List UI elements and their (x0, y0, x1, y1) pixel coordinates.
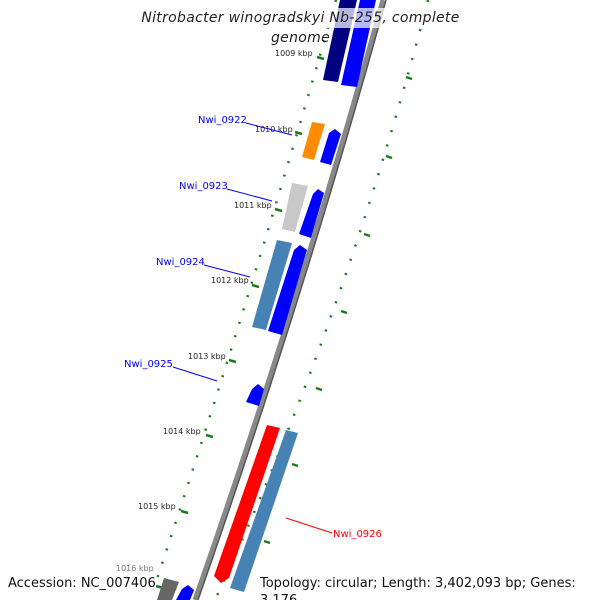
gene-arrow-nwi-0924[interactable] (268, 245, 307, 335)
leader-line (285, 517, 333, 534)
gene-label-nwi-0925[interactable]: Nwi_0925 (124, 359, 173, 370)
gene-feature-steel-2[interactable] (230, 430, 298, 592)
tick-label: 1015 kbp (138, 502, 176, 511)
tick-label: 1011 kbp (234, 201, 272, 210)
gene-feature-steel[interactable] (252, 240, 292, 330)
leader-line (203, 264, 251, 278)
gene-arrow-nwi-0923[interactable] (299, 189, 324, 238)
gene-label-nwi-0926[interactable]: Nwi_0926 (333, 529, 382, 540)
leader-line (226, 188, 273, 202)
accession-text: Accession: NC_007406 (8, 575, 156, 592)
backbone-shadow (197, 0, 387, 600)
tick-label: 1016 kbp (116, 564, 154, 573)
gene-arrow-nwi-0922[interactable] (320, 129, 341, 165)
tick-label: 1009 kbp (275, 49, 313, 58)
gene-label-nwi-0922[interactable]: Nwi_0922 (198, 115, 247, 126)
gene-feature-red-nwi-0926[interactable] (214, 425, 280, 583)
major-ticks (155, 55, 413, 590)
genome-summary-text: Topology: circular; Length: 3,402,093 bp… (260, 575, 600, 600)
gene-label-nwi-0924[interactable]: Nwi_0924 (156, 257, 205, 268)
tick-label: 1012 kbp (211, 276, 249, 285)
genome-backbone (192, 0, 386, 600)
tick-label: 1010 kbp (255, 125, 293, 134)
gene-label-nwi-0923[interactable]: Nwi_0923 (179, 181, 228, 192)
gene-feature-orange[interactable] (302, 122, 325, 160)
leader-line (172, 366, 218, 382)
leader-line (245, 122, 293, 136)
gene-arrow-nwi-0925[interactable] (246, 384, 264, 406)
gene-arrow-bottom[interactable] (176, 585, 194, 600)
gene-feature-gray[interactable] (282, 183, 308, 232)
map-title: Nitrobacter winogradskyi Nb-255, complet… (113, 8, 488, 46)
gene-feature-darkgray[interactable] (157, 578, 179, 600)
tick-label: 1014 kbp (163, 427, 201, 436)
tick-label: 1013 kbp (188, 352, 226, 361)
